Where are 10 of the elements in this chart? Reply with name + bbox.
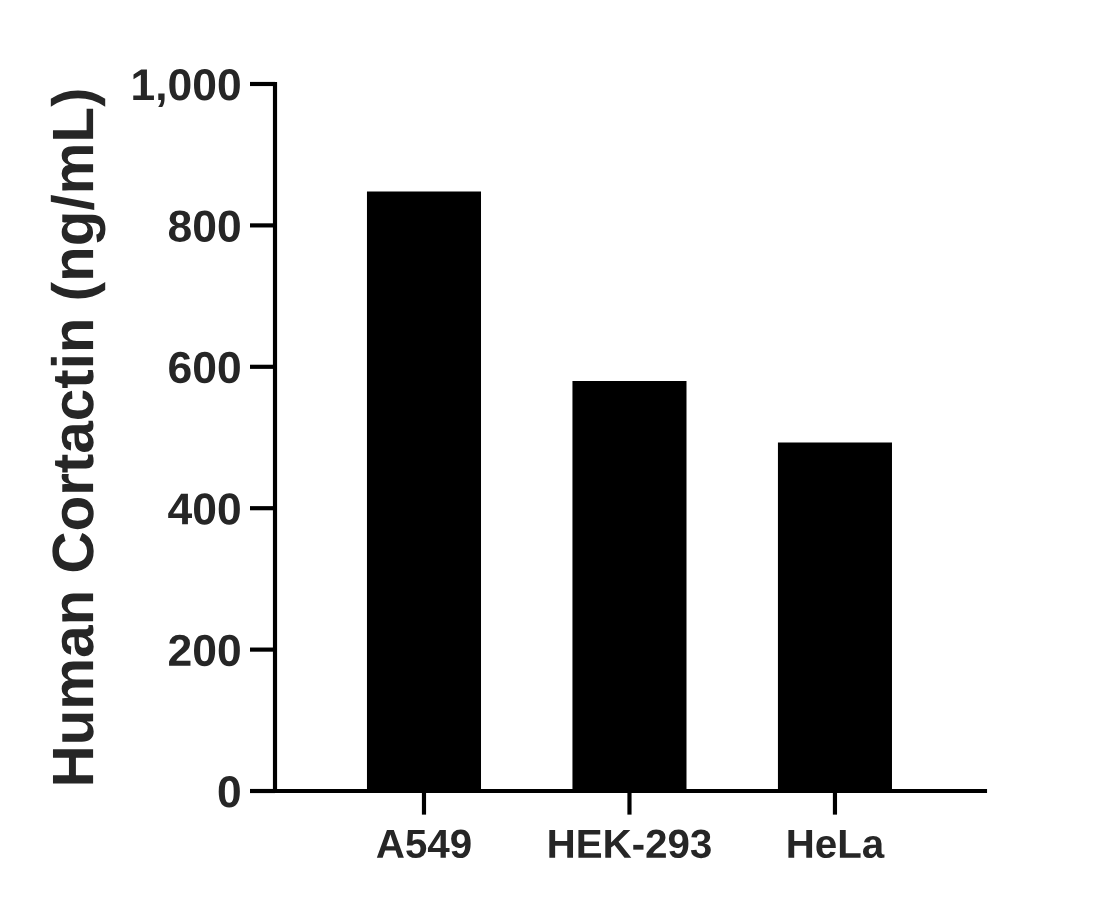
- y-tick-label: 800: [168, 210, 240, 242]
- x-tick-label: HeLa: [788, 829, 885, 859]
- y-tick-label: 600: [169, 351, 240, 384]
- y-tick-label: 400: [168, 493, 240, 525]
- y-tick-label: 1,000: [133, 69, 240, 107]
- y-tick-label: 200: [169, 634, 240, 667]
- x-tick-label: HEK-293: [549, 829, 711, 859]
- y-tick-label: 0: [218, 776, 240, 808]
- x-tick-label: A549: [376, 829, 471, 859]
- y-axis-title: Human Cortactin (ng/mL): [50, 90, 106, 784]
